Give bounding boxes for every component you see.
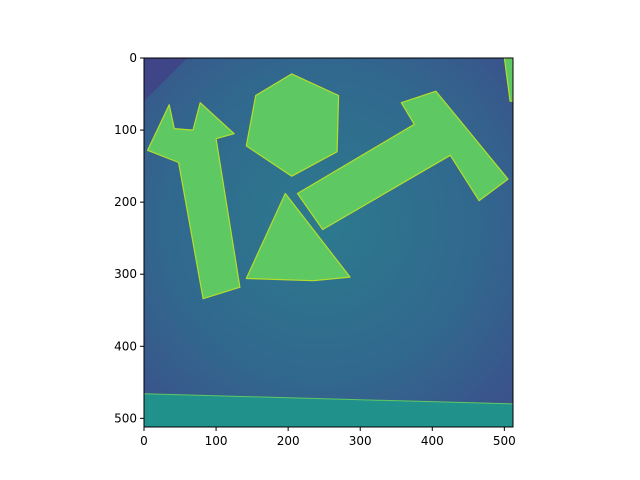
- y-axis: 0 100 200 300 400 500: [114, 51, 144, 425]
- shape-corner-shadow: [144, 58, 188, 102]
- x-tick-label: 500: [493, 434, 516, 448]
- shape-bottom-band: [144, 393, 513, 427]
- x-tick-label: 400: [421, 434, 444, 448]
- shape-right-edge-strip: [503, 58, 513, 102]
- shape-wrench: [147, 102, 241, 300]
- y-tick-label: 0: [129, 51, 137, 65]
- x-axis: 0 100 200 300 400 500: [140, 427, 516, 448]
- x-tick-label: 200: [277, 434, 300, 448]
- y-tick-label: 400: [114, 339, 137, 353]
- shape-hammer: [296, 90, 509, 231]
- shape-triangle: [245, 192, 351, 282]
- x-tick-label: 100: [205, 434, 228, 448]
- y-tick-label: 100: [114, 123, 137, 137]
- y-tick-label: 200: [114, 195, 137, 209]
- x-tick-label: 0: [140, 434, 148, 448]
- y-tick-label: 500: [114, 411, 137, 425]
- axes-frame: [143, 57, 514, 428]
- image-area: [144, 58, 513, 427]
- shape-hexagon: [245, 73, 340, 177]
- image-shapes: [144, 58, 513, 427]
- x-tick-label: 300: [349, 434, 372, 448]
- y-tick-label: 300: [114, 267, 137, 281]
